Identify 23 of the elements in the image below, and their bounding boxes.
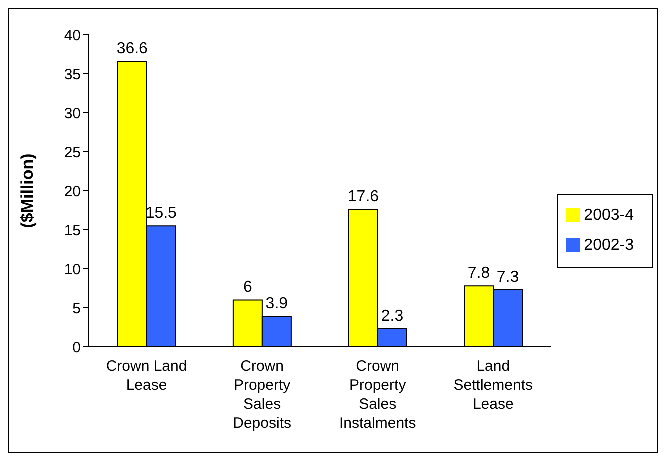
data-label: 3.9 xyxy=(266,296,288,313)
y-tick-label: 10 xyxy=(64,261,81,278)
data-label: 17.6 xyxy=(348,188,380,206)
y-tick-label: 35 xyxy=(64,66,81,84)
data-label: 7.8 xyxy=(468,265,490,282)
data-label: 6 xyxy=(243,279,252,296)
data-label: 7.3 xyxy=(496,269,520,286)
y-tick-label: 5 xyxy=(72,300,81,318)
x-tick-label: Crown Property Sales Instalments xyxy=(340,358,416,432)
legend-label: 2002-3 xyxy=(584,236,634,254)
y-axis-title: ($Million) xyxy=(18,154,38,228)
y-tick-label: 30 xyxy=(64,105,81,122)
data-label: 36.6 xyxy=(116,40,148,58)
x-tick-label: Crown Property Sales Deposits xyxy=(233,358,292,432)
x-tick-label: Land Settlements Lease xyxy=(454,358,534,413)
legend-label: 2003-4 xyxy=(584,206,634,224)
x-tick-label: Crown Land Lease xyxy=(106,358,188,394)
y-tick-label: 15 xyxy=(64,222,81,240)
y-tick-label: 0 xyxy=(72,339,81,356)
data-label: 2.3 xyxy=(381,308,404,326)
y-tick-label: 25 xyxy=(64,144,81,162)
y-tick-label: 40 xyxy=(64,27,81,44)
y-tick-label: 20 xyxy=(64,183,81,200)
